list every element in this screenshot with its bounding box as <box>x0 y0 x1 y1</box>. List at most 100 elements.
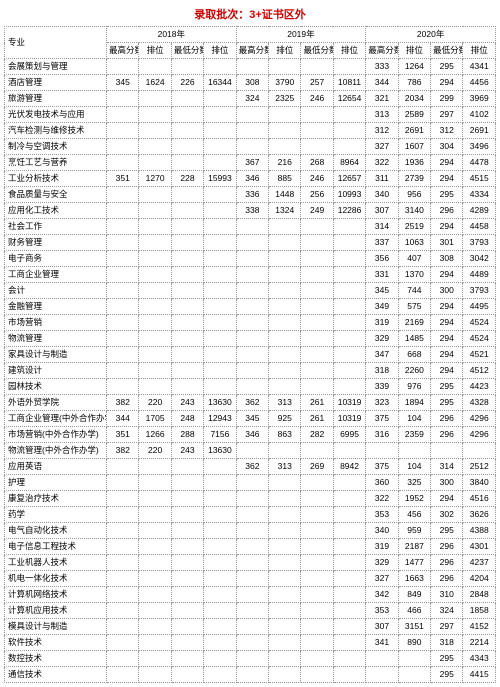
cell <box>333 315 365 331</box>
cell-major: 汽车检测与维修技术 <box>5 123 107 139</box>
cell <box>269 507 301 523</box>
cell: 6995 <box>333 427 365 443</box>
cell: 976 <box>398 379 430 395</box>
cell: 228 <box>171 171 203 187</box>
cell: 294 <box>431 171 463 187</box>
subcol: 排位 <box>204 43 236 59</box>
cell <box>107 571 139 587</box>
cell-major: 物流管理(中外合作办学) <box>5 443 107 459</box>
cell-major: 计算机应用技术 <box>5 603 107 619</box>
cell <box>333 219 365 235</box>
cell <box>301 555 333 571</box>
cell <box>236 347 268 363</box>
cell: 1266 <box>139 427 171 443</box>
cell-major: 模具设计与制造 <box>5 619 107 635</box>
cell-major: 烹饪工艺与营养 <box>5 155 107 171</box>
cell: 340 <box>366 187 398 203</box>
cell <box>269 347 301 363</box>
cell: 925 <box>269 411 301 427</box>
cell: 4415 <box>463 667 496 683</box>
cell <box>204 203 236 219</box>
cell-major: 财务管理 <box>5 235 107 251</box>
cell: 296 <box>431 427 463 443</box>
cell: 297 <box>431 107 463 123</box>
cell <box>204 587 236 603</box>
cell: 261 <box>301 411 333 427</box>
table-row: 电气自动化技术3409592954388 <box>5 523 496 539</box>
cell: 3840 <box>463 475 496 491</box>
cell: 351 <box>107 427 139 443</box>
table-row: 社会工作31425192944458 <box>5 219 496 235</box>
table-row: 汽车检测与维修技术31226913122691 <box>5 123 496 139</box>
cell: 329 <box>366 555 398 571</box>
cell <box>171 363 203 379</box>
cell: 7156 <box>204 427 236 443</box>
cell <box>107 619 139 635</box>
cell-major: 酒店管理 <box>5 75 107 91</box>
cell: 216 <box>269 155 301 171</box>
cell: 382 <box>107 395 139 411</box>
cell <box>139 667 171 683</box>
cell <box>139 91 171 107</box>
cell-major: 药学 <box>5 507 107 523</box>
cell-major: 电气自动化技术 <box>5 523 107 539</box>
cell <box>269 123 301 139</box>
cell <box>107 155 139 171</box>
cell: 346 <box>236 171 268 187</box>
cell <box>204 59 236 75</box>
cell-major: 食品质量与安全 <box>5 187 107 203</box>
cell <box>204 347 236 363</box>
cell: 4296 <box>463 427 496 443</box>
cell <box>269 667 301 683</box>
cell <box>171 331 203 347</box>
cell: 4456 <box>463 75 496 91</box>
cell <box>333 267 365 283</box>
cell <box>139 363 171 379</box>
cell: 314 <box>431 459 463 475</box>
cell <box>269 139 301 155</box>
cell: 3793 <box>463 283 496 299</box>
cell <box>107 203 139 219</box>
cell-major: 电子商务 <box>5 251 107 267</box>
cell <box>107 667 139 683</box>
cell <box>171 267 203 283</box>
cell: 4102 <box>463 107 496 123</box>
cell <box>171 219 203 235</box>
cell: 4423 <box>463 379 496 395</box>
cell: 312 <box>366 123 398 139</box>
cell-major: 工商企业管理 <box>5 267 107 283</box>
cell <box>269 107 301 123</box>
cell <box>204 667 236 683</box>
cell <box>204 603 236 619</box>
cell <box>139 523 171 539</box>
cell <box>171 667 203 683</box>
cell-major: 家具设计与制造 <box>5 347 107 363</box>
cell: 1705 <box>139 411 171 427</box>
cell <box>204 491 236 507</box>
cell <box>139 123 171 139</box>
cell <box>107 267 139 283</box>
cell <box>333 539 365 555</box>
cell: 1264 <box>398 59 430 75</box>
cell: 296 <box>431 571 463 587</box>
cell <box>171 523 203 539</box>
cell <box>366 443 398 459</box>
table-row: 工商企业管理(中外合作办学)34417052481294334592526110… <box>5 411 496 427</box>
cell <box>204 571 236 587</box>
cell <box>139 475 171 491</box>
cell: 407 <box>398 251 430 267</box>
table-row: 食品质量与安全3361448256109933409562954334 <box>5 187 496 203</box>
cell: 4301 <box>463 539 496 555</box>
cell: 890 <box>398 635 430 651</box>
cell <box>269 523 301 539</box>
cell <box>269 219 301 235</box>
cell <box>333 363 365 379</box>
cell: 1663 <box>398 571 430 587</box>
cell-major: 建筑设计 <box>5 363 107 379</box>
cell <box>301 587 333 603</box>
cell <box>333 347 365 363</box>
cell: 318 <box>366 363 398 379</box>
subcol: 最高分数 <box>107 43 139 59</box>
cell: 4152 <box>463 619 496 635</box>
cell <box>333 251 365 267</box>
